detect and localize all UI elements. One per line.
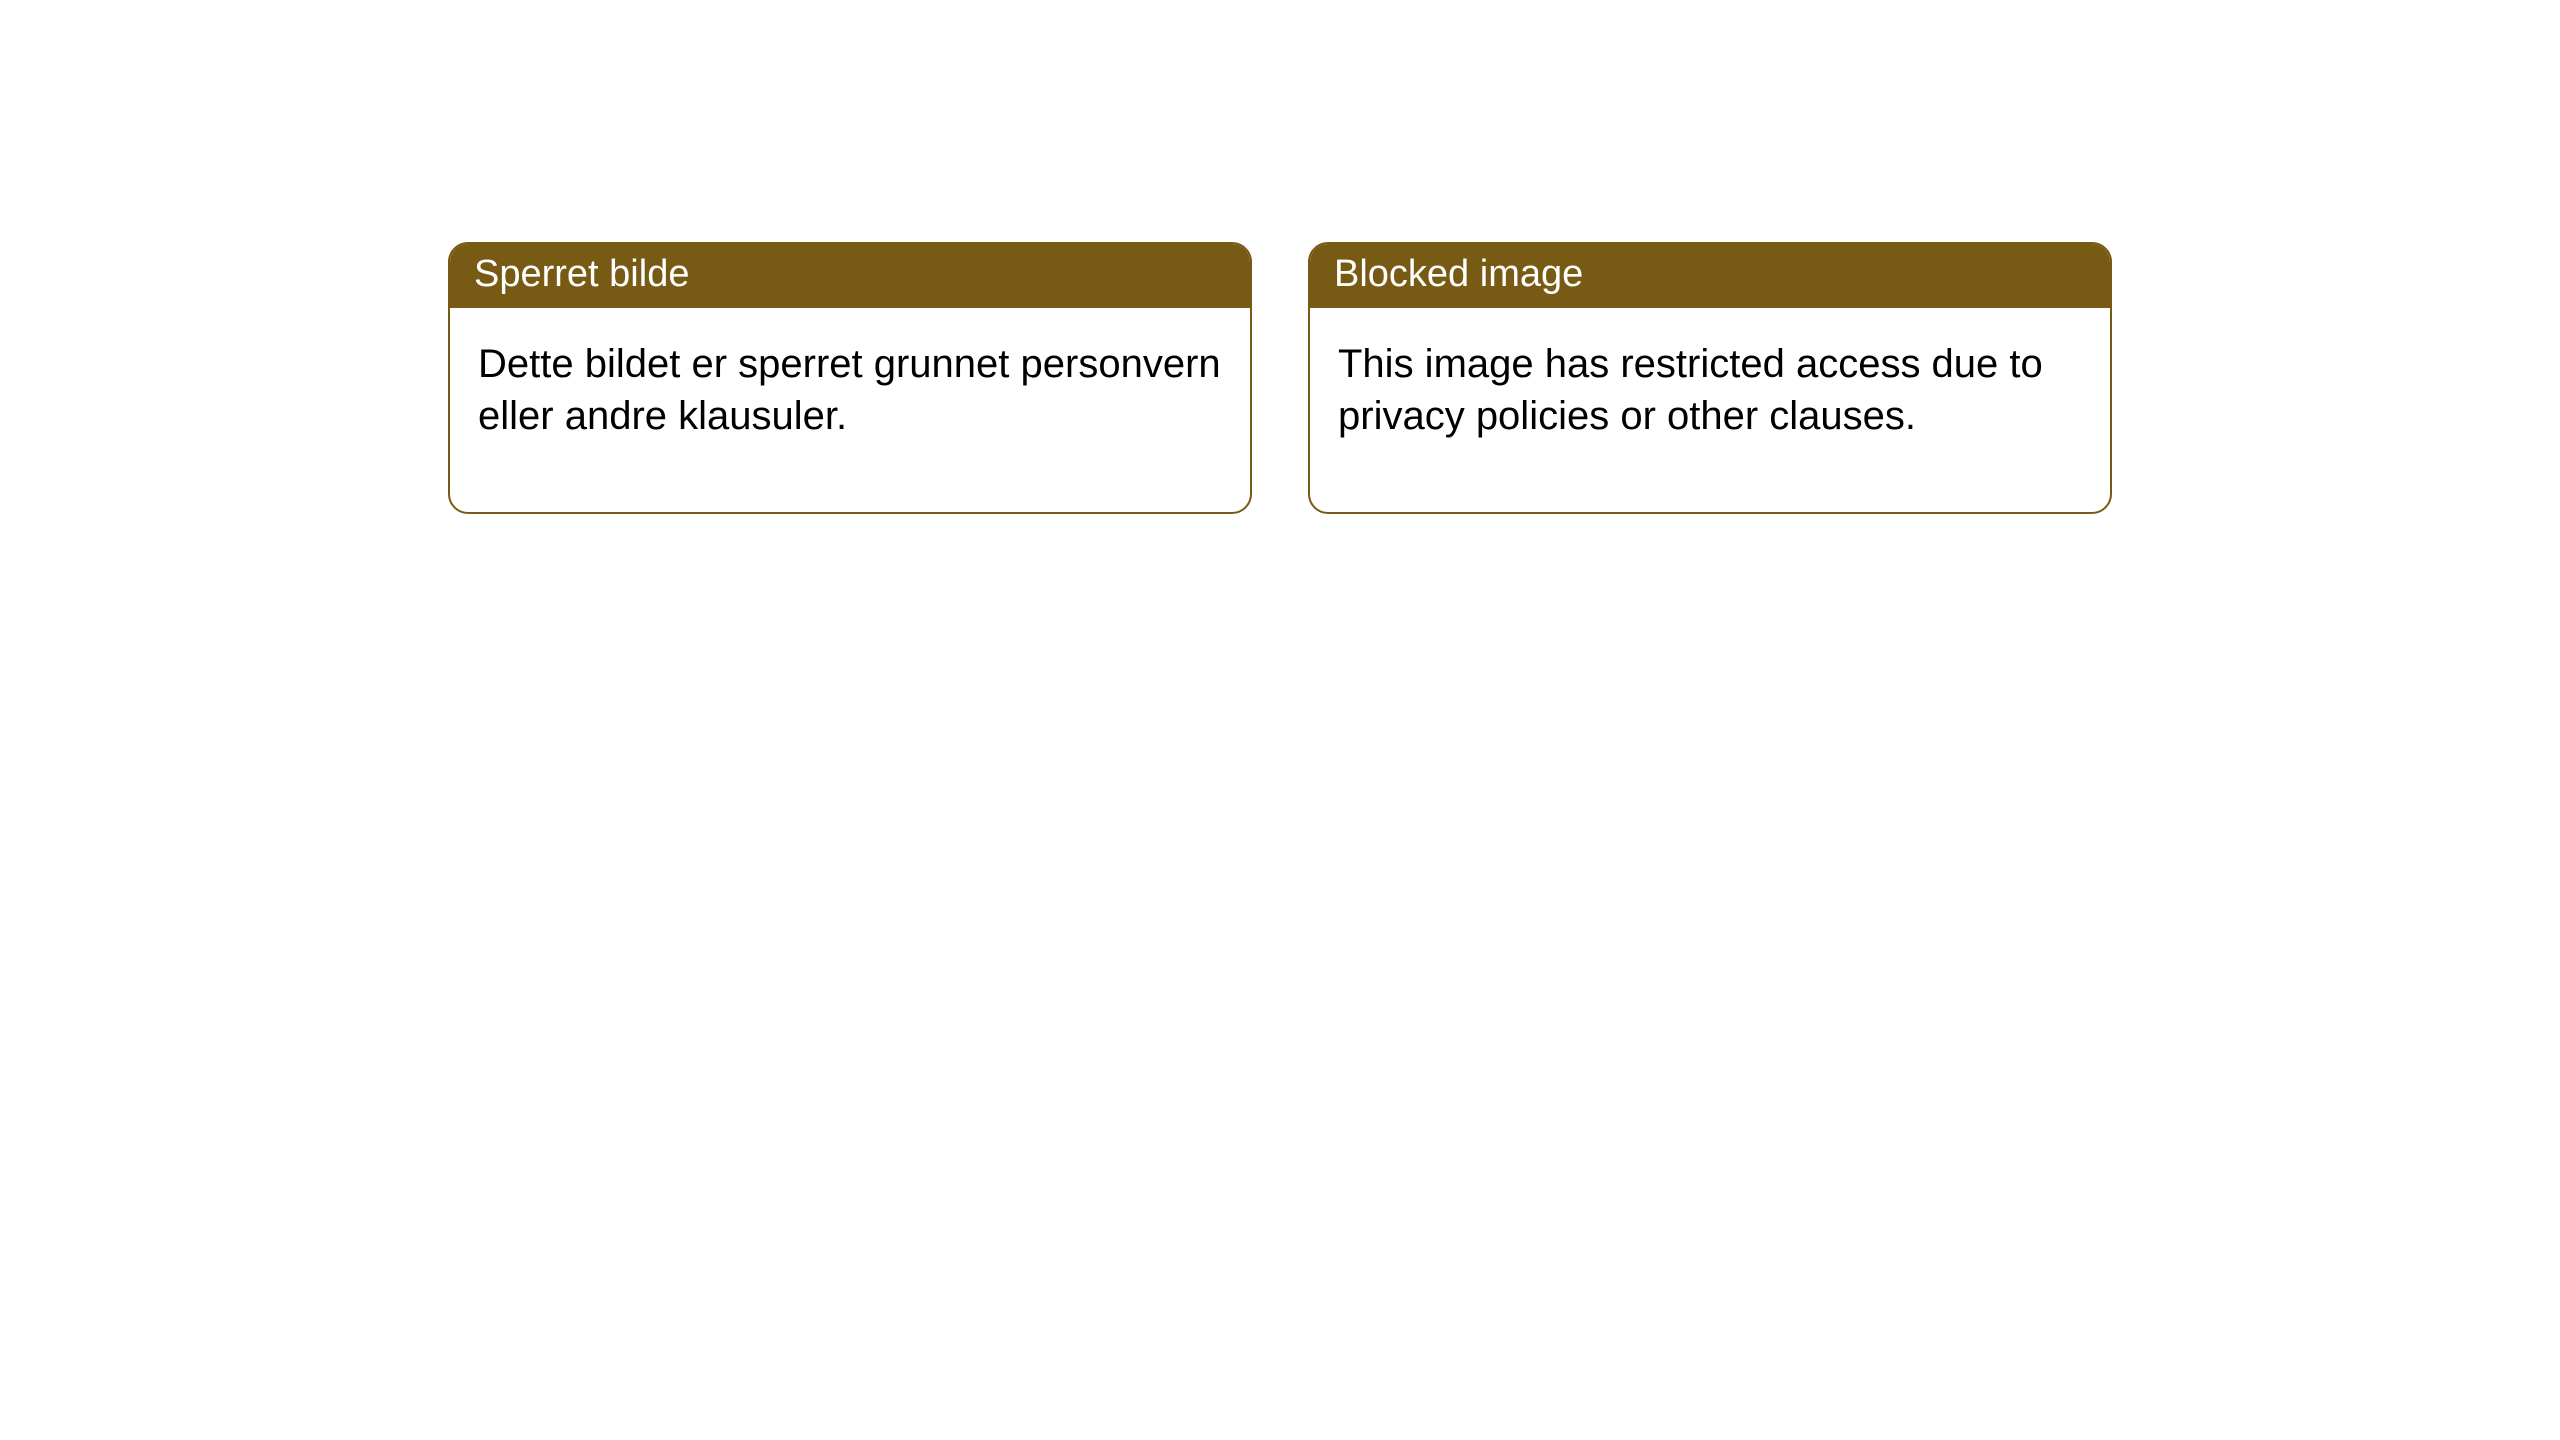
notice-cards-row: Sperret bilde Dette bildet er sperret gr… [448, 242, 2112, 514]
blocked-image-card-en: Blocked image This image has restricted … [1308, 242, 2112, 514]
card-body-en: This image has restricted access due to … [1310, 308, 2110, 512]
card-body-no: Dette bildet er sperret grunnet personve… [450, 308, 1250, 512]
blocked-image-card-no: Sperret bilde Dette bildet er sperret gr… [448, 242, 1252, 514]
card-header-no: Sperret bilde [450, 244, 1250, 308]
card-header-en: Blocked image [1310, 244, 2110, 308]
